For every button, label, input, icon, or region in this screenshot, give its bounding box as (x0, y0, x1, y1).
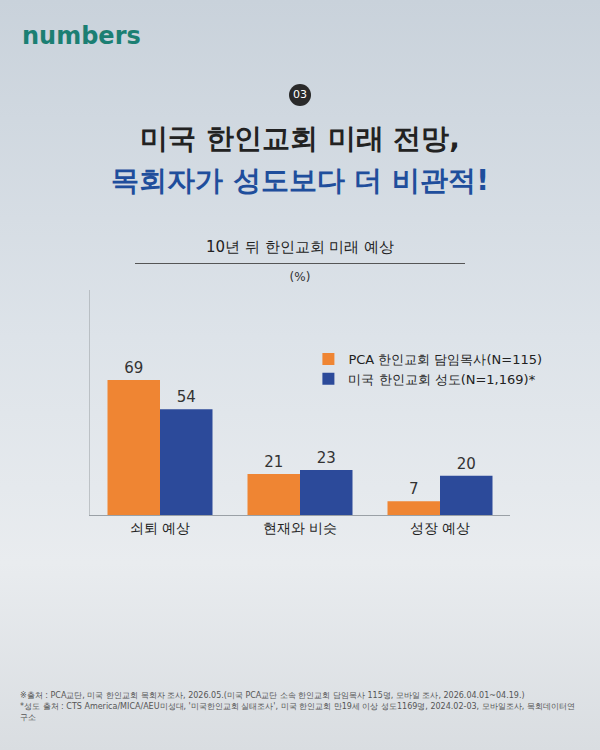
svg-text:21: 21 (264, 453, 283, 471)
svg-text:54: 54 (177, 388, 196, 406)
svg-text:현재와 비슷: 현재와 비슷 (263, 520, 337, 536)
svg-text:성장 예상: 성장 예상 (410, 520, 470, 536)
svg-text:20: 20 (457, 455, 476, 473)
svg-text:23: 23 (317, 449, 336, 467)
html-text:*성도 출처 : CTS America/MICA/AEU미: *성도 출처 : CTS America/MICA/AEU미성대, '미국한인교… (20, 702, 575, 722)
html-text:미국 한인교회 미래 전망,: 미국 한인교회 미래 전망, (140, 122, 460, 155)
html-text:※출처 : PCA교단, 미국 한인교회 목회자 조사, 2: ※출처 : PCA교단, 미국 한인교회 목회자 조사, 2026.05.(미국… (20, 691, 525, 700)
svg-text:69: 69 (124, 359, 143, 377)
html-text:03: 03 (293, 88, 307, 101)
html-text:numbers: numbers (22, 22, 141, 50)
svg-text:쇠퇴 예상: 쇠퇴 예상 (130, 520, 190, 536)
svg-text:PCA 한인교회 담임목사(N=115): PCA 한인교회 담임목사(N=115) (348, 352, 542, 367)
html-text:목회자가 성도보다 더 비관적!: 목회자가 성도보다 더 비관적! (111, 164, 489, 197)
svg-text:7: 7 (409, 480, 419, 498)
html-text:10년 뒤 한인교회 미래 예상: 10년 뒤 한인교회 미래 예상 (205, 238, 395, 256)
svg-text:미국 한인교회 성도(N=1,169)*: 미국 한인교회 성도(N=1,169)* (348, 372, 535, 387)
